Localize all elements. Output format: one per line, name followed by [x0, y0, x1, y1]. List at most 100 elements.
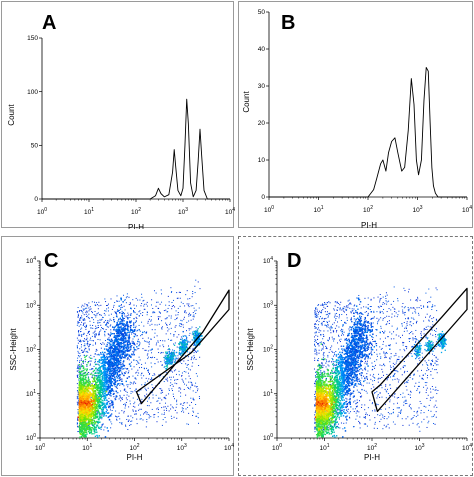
- chart-c-point: [102, 390, 105, 393]
- chart-c-point: [103, 388, 105, 390]
- chart-c-point: [108, 406, 110, 409]
- chart-c-point: [91, 393, 94, 396]
- chart-c-point: [126, 321, 129, 323]
- chart-c-point: [77, 322, 79, 324]
- chart-c-point: [98, 435, 100, 437]
- chart-c-point: [114, 367, 116, 369]
- chart-c-point: [97, 308, 99, 310]
- chart-c-point: [179, 361, 181, 363]
- chart-c-point: [122, 324, 125, 326]
- chart-c-point: [185, 378, 187, 380]
- chart-c-point: [81, 351, 83, 353]
- chart-c-point: [190, 386, 192, 388]
- chart-c-point: [106, 305, 108, 307]
- chart-c-point: [127, 350, 129, 352]
- chart-c-point: [136, 423, 138, 425]
- chart-c-point: [89, 423, 91, 425]
- chart-c-point: [80, 318, 82, 320]
- chart-c-point: [148, 318, 150, 320]
- chart-c-point: [84, 361, 86, 363]
- chart-c-point: [165, 407, 167, 409]
- chart-c-point: [106, 370, 108, 372]
- chart-c-point: [173, 299, 175, 301]
- chart-c-point: [191, 384, 193, 386]
- chart-c-point: [101, 424, 103, 426]
- chart-c-point: [102, 358, 105, 361]
- chart-c-point: [97, 421, 99, 423]
- chart-c-point: [117, 375, 120, 377]
- chart-c-point: [195, 309, 197, 311]
- chart-c-point: [139, 403, 141, 405]
- chart-c-point: [98, 387, 101, 389]
- chart-c-point: [113, 306, 115, 308]
- chart-c-point: [96, 387, 98, 389]
- chart-c-point: [110, 363, 112, 365]
- chart-c-point: [110, 414, 112, 416]
- chart-c-point: [165, 333, 167, 335]
- chart-c-point: [127, 346, 129, 348]
- chart-c-point: [91, 389, 93, 391]
- chart-c-point: [129, 328, 132, 330]
- chart-c-point: [104, 377, 107, 379]
- chart-c-point: [116, 395, 118, 398]
- chart-c-point: [115, 375, 118, 377]
- chart-c-point: [135, 325, 137, 327]
- chart-c-point: [102, 411, 104, 413]
- chart-c-point: [99, 322, 101, 324]
- chart-c-point: [160, 392, 162, 394]
- chart-c-point: [110, 421, 112, 423]
- chart-c-point: [113, 329, 115, 331]
- chart-c-point: [95, 386, 97, 388]
- chart-c-point: [98, 322, 100, 324]
- chart-c-point: [105, 402, 107, 405]
- chart-c-point: [101, 351, 104, 354]
- chart-c-point: [104, 407, 106, 409]
- chart-c-point: [99, 378, 101, 381]
- chart-c-point: [170, 315, 172, 317]
- chart-c-point: [157, 407, 159, 409]
- chart-c-point: [117, 327, 120, 329]
- chart-c-point: [99, 427, 101, 429]
- chart-c-point: [136, 371, 138, 373]
- chart-c-point: [78, 398, 80, 400]
- chart-c-point: [93, 356, 95, 358]
- chart-c-point: [99, 359, 101, 362]
- chart-c-point: [127, 357, 129, 359]
- chart-c-point: [97, 398, 99, 401]
- chart-c-point: [112, 348, 115, 351]
- chart-c-point: [145, 426, 147, 428]
- chart-c-point: [104, 390, 106, 392]
- chart-c-point: [111, 352, 114, 354]
- chart-c-point: [116, 416, 118, 418]
- chart-c-point: [85, 399, 87, 401]
- chart-c-point: [125, 401, 127, 403]
- chart-c-point: [94, 353, 96, 355]
- chart-c-point: [168, 388, 170, 390]
- chart-c-point: [110, 324, 112, 326]
- chart-c-point: [89, 306, 91, 308]
- chart-c-point: [175, 373, 177, 375]
- chart-c-point: [117, 363, 119, 366]
- chart-c-point: [98, 380, 100, 382]
- chart-c-point: [98, 421, 101, 423]
- chart-c-point: [118, 379, 121, 382]
- chart-c-point: [108, 322, 110, 324]
- chart-c-point: [93, 405, 95, 407]
- chart-c-point: [116, 328, 118, 331]
- chart-c-point: [93, 430, 95, 432]
- chart-c-point: [147, 371, 149, 373]
- chart-c-point: [110, 415, 112, 417]
- chart-c-point: [122, 318, 124, 320]
- chart-c-point: [125, 390, 127, 392]
- chart-c-point: [109, 394, 111, 396]
- chart-c-point: [124, 328, 126, 331]
- chart-c-point: [124, 364, 126, 366]
- chart-c-point: [158, 397, 160, 399]
- chart-c-point: [96, 431, 98, 433]
- chart-c-point: [86, 350, 88, 352]
- chart-c-point: [81, 349, 83, 351]
- chart-c-point: [131, 353, 133, 355]
- chart-c-point: [89, 309, 91, 311]
- chart-c-point: [82, 370, 84, 372]
- chart-c-point: [83, 350, 85, 352]
